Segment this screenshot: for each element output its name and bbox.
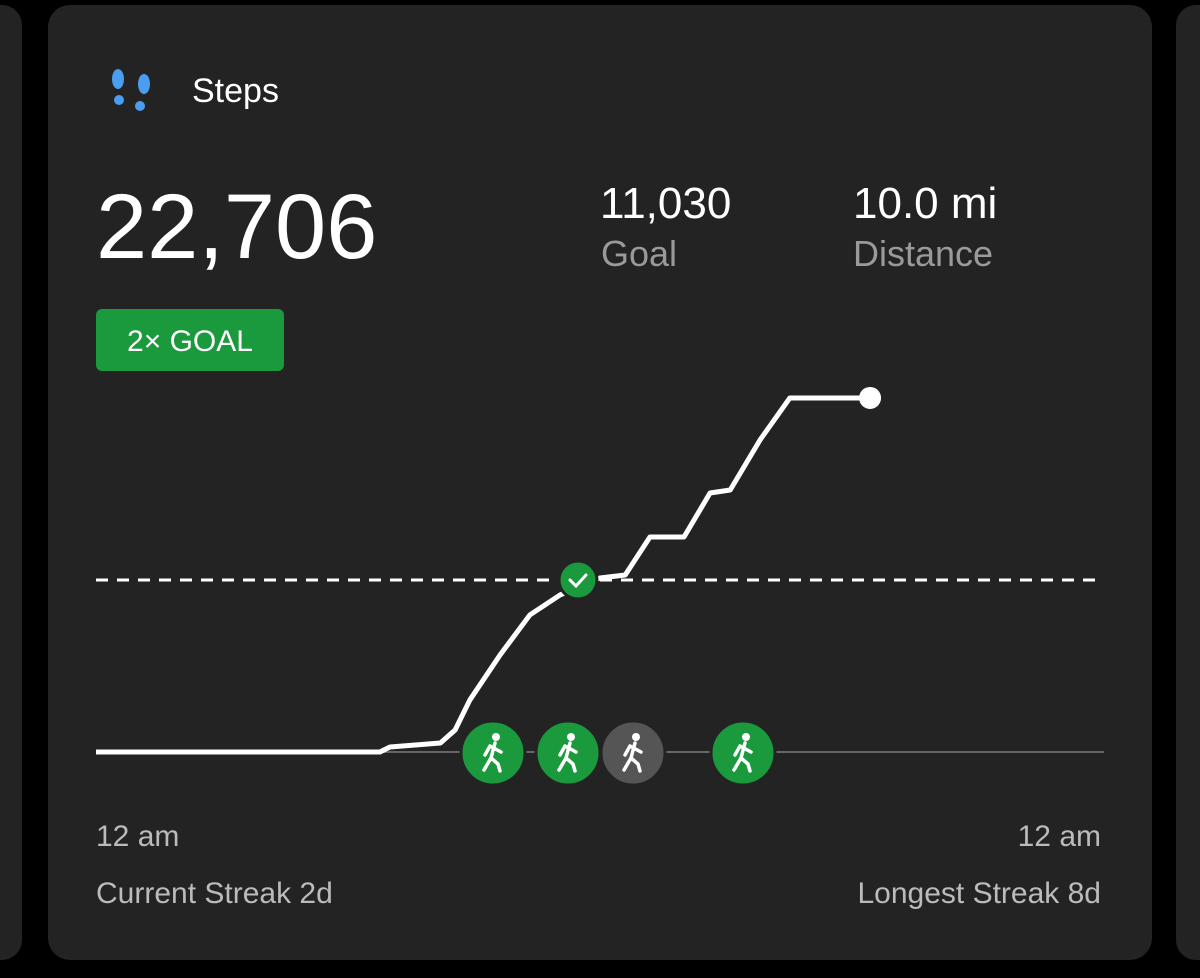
goal-value: 11,030 [600,179,731,228]
walker-head [492,733,500,741]
current-streak: Current Streak 2d [96,877,333,910]
next-card[interactable] [1176,5,1200,960]
walker-head [632,733,640,741]
activity-icon[interactable] [599,719,667,787]
current-point [859,386,882,409]
activity-icon[interactable] [709,719,777,787]
walker-body [557,741,578,773]
goal-check [557,559,599,601]
steps-count: 22,706 [96,176,377,278]
walker-body [732,741,753,773]
walker-body [482,741,503,773]
longest-streak: Longest Streak 8d [857,877,1101,910]
steps-icon [112,69,150,111]
goal-label: Goal [601,233,677,274]
activity-icon[interactable] [459,719,527,787]
walker-body [622,741,643,773]
x-tick-label: 12 am [96,820,179,853]
steps-card[interactable] [48,5,1152,960]
goal-check-circle [557,559,599,601]
activity-icon[interactable] [534,719,602,787]
distance-label: Distance [853,233,993,274]
goal-badge-text: 2× GOAL [127,325,253,358]
distance-value: 10.0 mi [853,179,997,228]
goal-check-mark [568,573,588,589]
walker-head [567,733,575,741]
card-title: Steps [192,72,279,110]
prev-card[interactable] [0,5,22,960]
x-tick-label: 12 am [1018,820,1101,853]
walker-head [742,733,750,741]
goal-badge [96,309,284,371]
